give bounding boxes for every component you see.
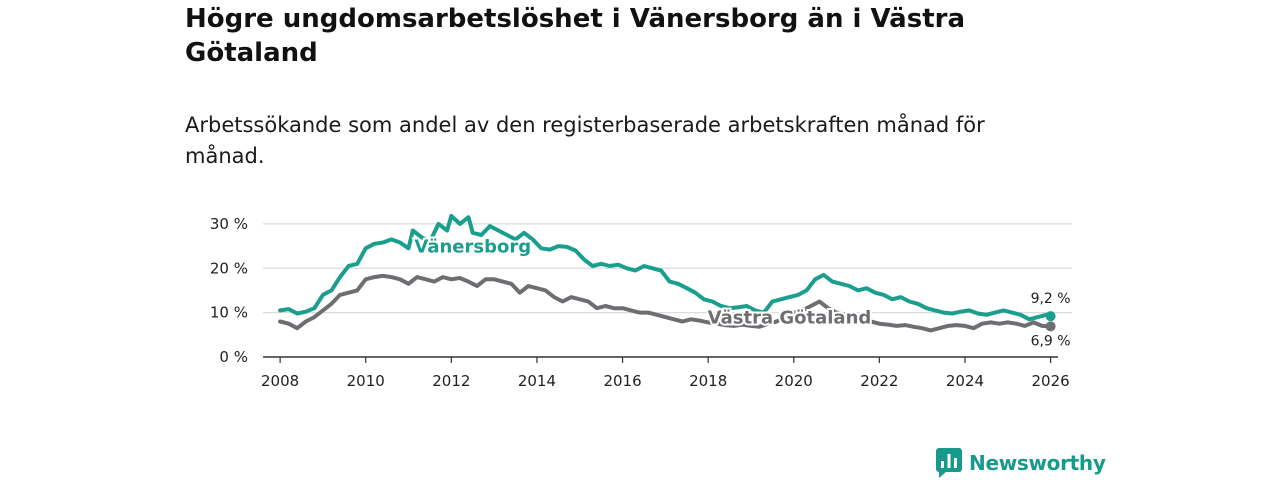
- brand-logo: Newsworthy: [936, 448, 1106, 478]
- x-tick-label: 2020: [775, 372, 813, 390]
- chart-subtitle: Arbetssökande som andel av den registerb…: [185, 113, 985, 168]
- newsworthy-logo-icon: [936, 448, 962, 478]
- x-tick-label: 2014: [518, 372, 556, 390]
- series-endpoint: [1045, 311, 1056, 322]
- series-labels: Vänersborg 9,2 % Västra Götaland 6,9 %: [412, 234, 1072, 351]
- brand-name: Newsworthy: [969, 451, 1106, 475]
- x-tick-label: 2026: [1032, 372, 1070, 390]
- series-line: [278, 213, 1053, 322]
- x-tick-label: 2018: [689, 372, 727, 390]
- x-tick-label: 2016: [603, 372, 641, 390]
- x-tick-label: 2010: [347, 372, 385, 390]
- series-lines: [278, 213, 1056, 333]
- y-tick-label: 0 %: [219, 348, 248, 366]
- x-axis: 2008 2010 2012 2014 2016 2018 2020 2022 2024 2026: [261, 356, 1070, 390]
- x-tick-label: 2008: [261, 372, 299, 390]
- end-value-label: 9,2 %: [1031, 291, 1071, 307]
- end-value-label: 6,9 %: [1031, 333, 1071, 349]
- x-tick-label: 2012: [432, 372, 470, 390]
- series-label: Vänersborg: [414, 236, 531, 257]
- series-label: Västra Götaland: [708, 307, 872, 328]
- x-tick-label: 2022: [860, 372, 898, 390]
- y-tick-label: 10 %: [210, 304, 248, 322]
- chart-title: Högre ungdomsarbetslöshet i Vänersborg ä…: [185, 4, 965, 68]
- gridlines: [263, 223, 1072, 314]
- y-tick-label: 20 %: [210, 259, 248, 277]
- series-line: [278, 273, 1053, 333]
- y-tick-label: 30 %: [210, 215, 248, 233]
- series-endpoint: [1045, 321, 1056, 332]
- y-axis-ticks: 0 % 10 % 20 % 30 %: [210, 215, 248, 366]
- x-tick-label: 2024: [946, 372, 984, 390]
